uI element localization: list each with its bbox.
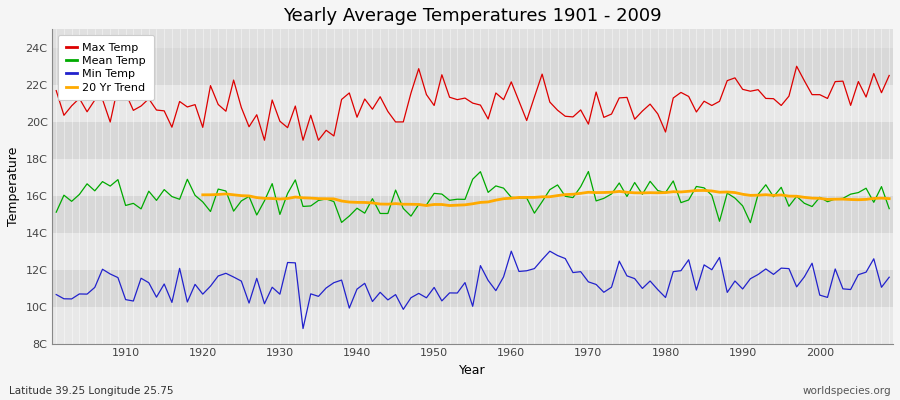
Legend: Max Temp, Mean Temp, Min Temp, 20 Yr Trend: Max Temp, Mean Temp, Min Temp, 20 Yr Tre… [58,35,154,100]
Bar [52,196,893,233]
Text: Latitude 39.25 Longitude 25.75: Latitude 39.25 Longitude 25.75 [9,386,174,396]
Y-axis label: Temperature: Temperature [7,147,20,226]
X-axis label: Year: Year [459,364,486,377]
Title: Yearly Average Temperatures 1901 - 2009: Yearly Average Temperatures 1901 - 2009 [284,7,662,25]
Bar [52,233,893,270]
Bar [52,85,893,122]
Bar [52,48,893,85]
Bar [52,122,893,159]
Bar [52,159,893,196]
Text: worldspecies.org: worldspecies.org [803,386,891,396]
Bar [52,307,893,344]
Bar [52,270,893,307]
